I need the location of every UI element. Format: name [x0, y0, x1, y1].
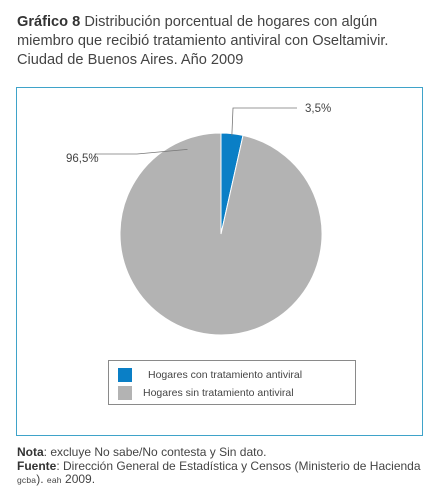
slice-label-con: 3,5% — [305, 103, 331, 115]
source-line: Fuente: Dirección General de Estadística… — [17, 458, 421, 486]
chart-frame: 3,5% 96,5% Hogares con tratamiento antivi… — [16, 87, 423, 436]
legend-entry-con: Hogares con tratamiento antiviral — [118, 368, 302, 382]
leader-line — [94, 148, 188, 162]
leader-line — [231, 107, 297, 136]
legend-entry-sin: Hogares sin tratamiento antiviral — [118, 386, 294, 400]
pie-slice-sin — [119, 132, 323, 336]
chart-notes: Nota: excluye No sabe/No contesta y Sin … — [17, 445, 435, 488]
figure-label: Gráfico 8 — [17, 14, 81, 30]
legend-swatch-sin — [118, 386, 132, 400]
pie-chart: 3,5% 96,5% — [66, 103, 331, 336]
chart-title: Gráfico 8 Distribución porcentual de hog… — [17, 13, 432, 70]
legend-label-con: Hogares con tratamiento antiviral — [148, 369, 303, 381]
note-line: Nota: excluye No sabe/No contesta y Sin … — [17, 445, 267, 459]
legend-swatch-con — [118, 368, 132, 382]
slice-label-sin: 96,5% — [66, 153, 99, 165]
figure-title-text: Distribución porcentual de hogares con a… — [17, 14, 389, 68]
legend-label-sin: Hogares sin tratamiento antiviral — [143, 387, 294, 399]
chart-legend: Hogares con tratamiento antiviral Hogare… — [108, 360, 356, 405]
